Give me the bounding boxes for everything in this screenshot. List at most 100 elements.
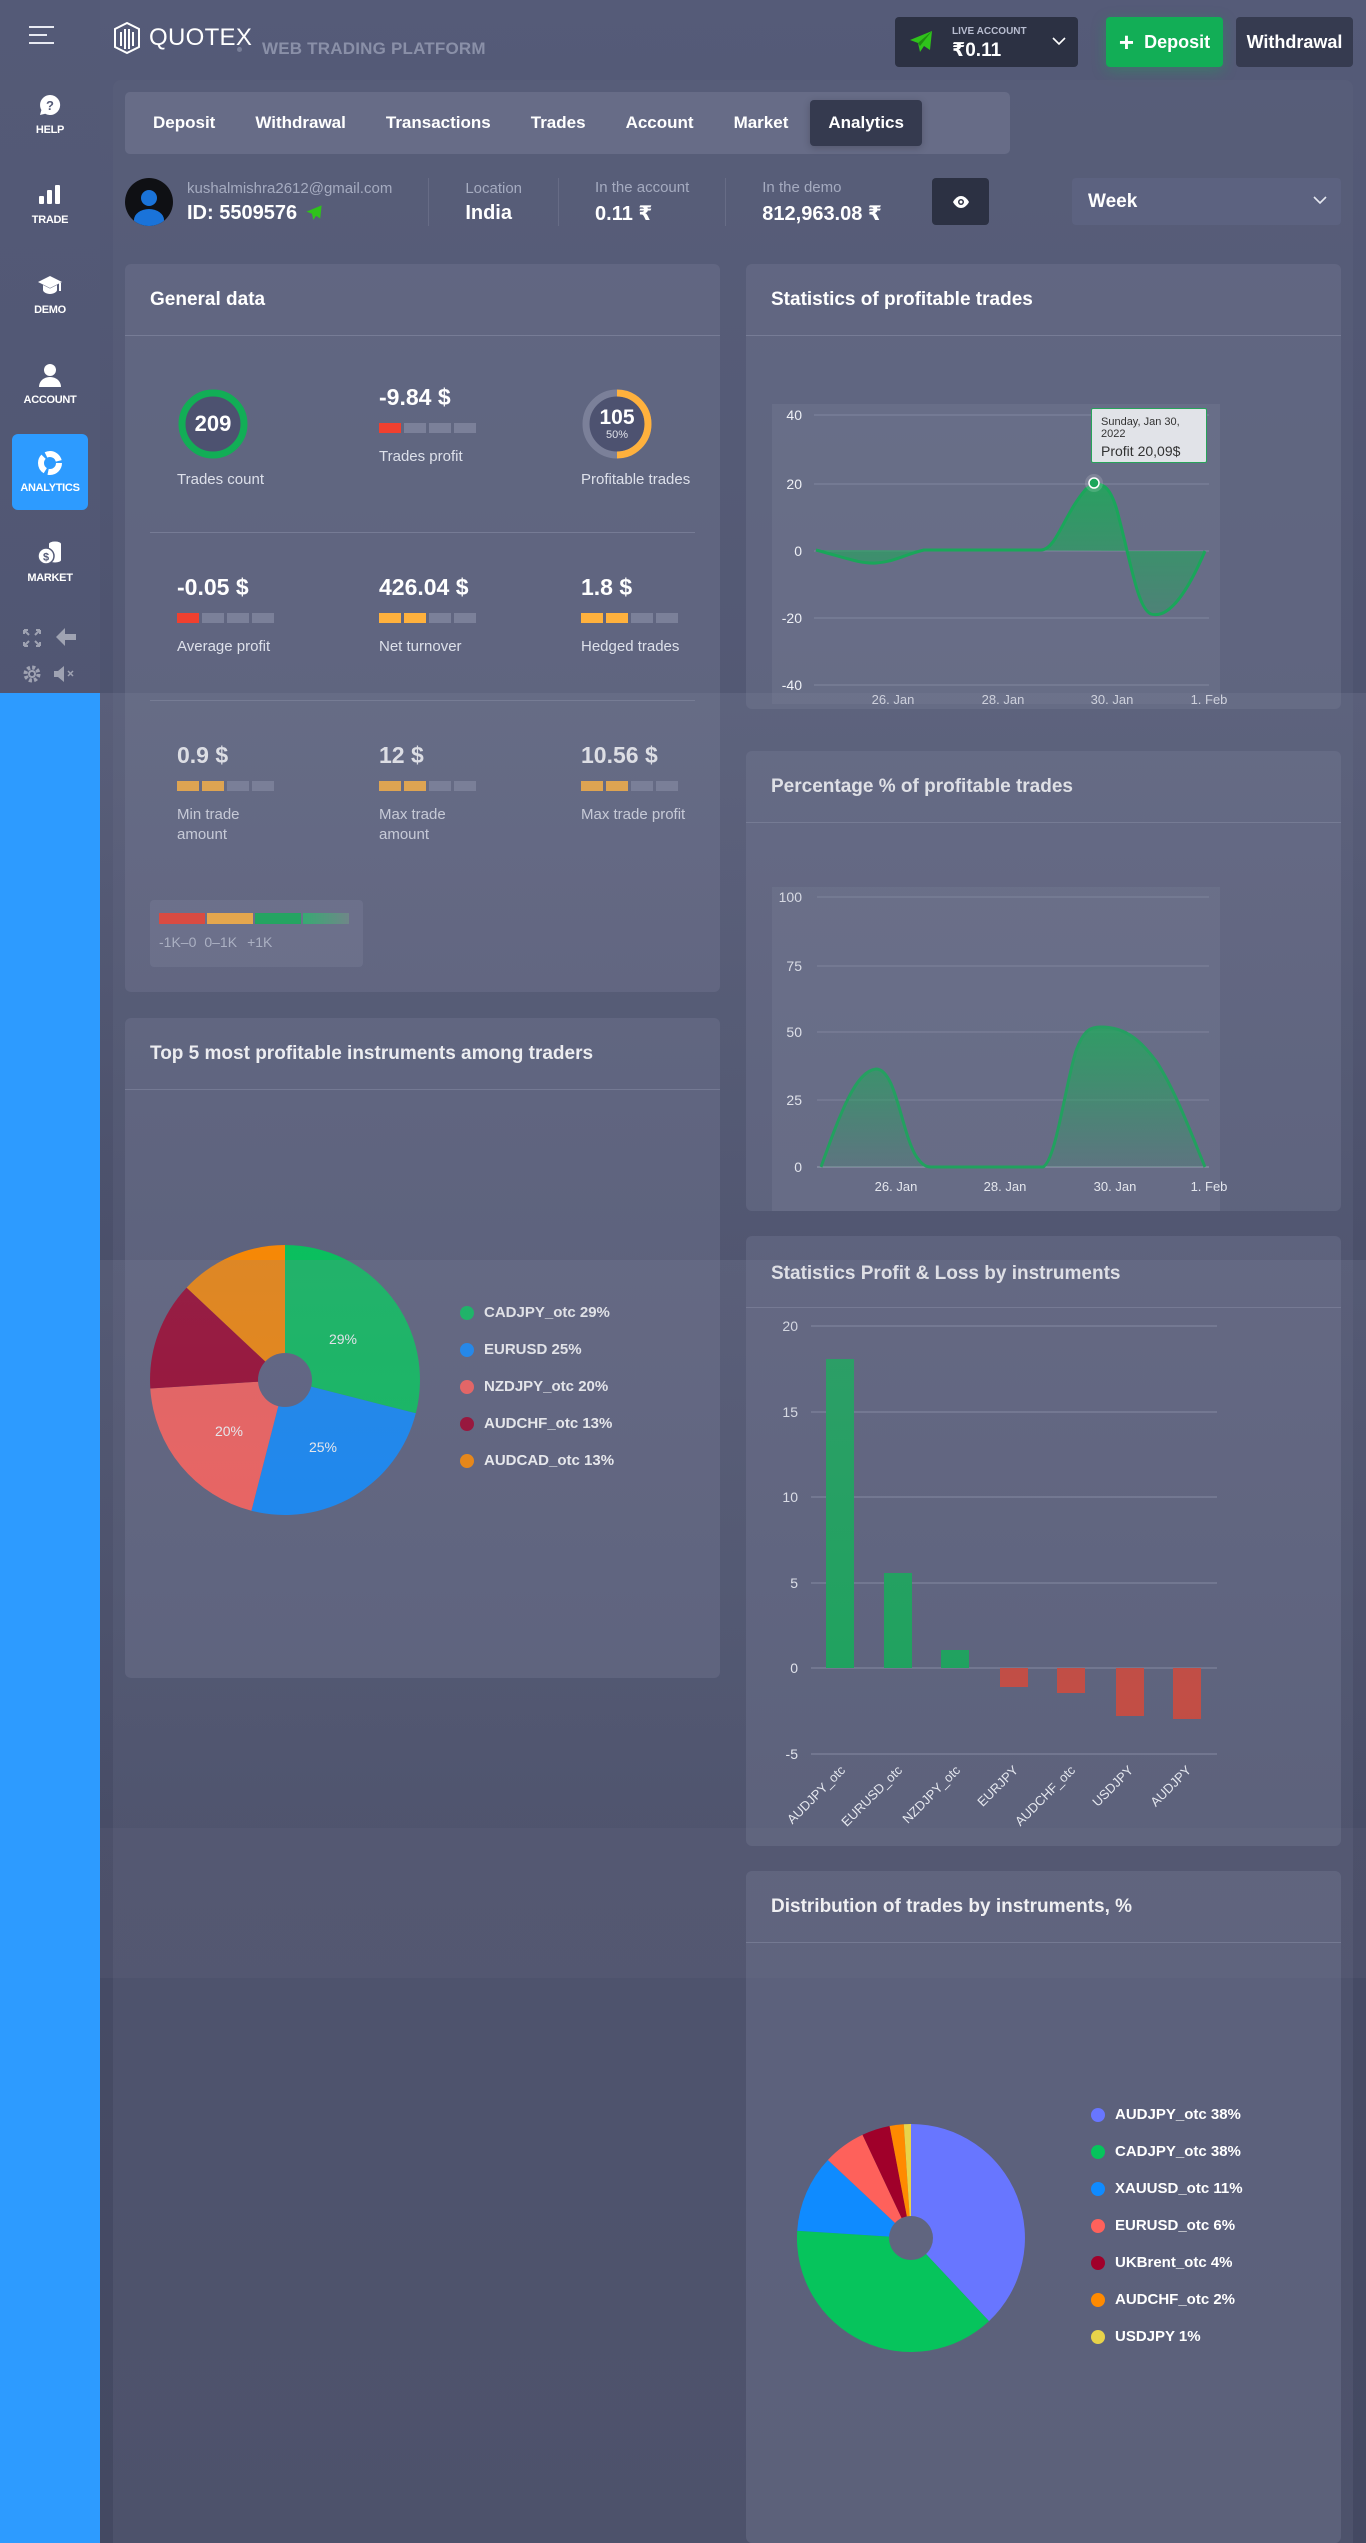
svg-text:$: $ xyxy=(43,552,49,564)
top5-legend: CADJPY_otc 29% EURUSD 25% NZDJPY_otc 20%… xyxy=(460,1294,614,1479)
deposit-label: Deposit xyxy=(1144,31,1211,52)
level-bars xyxy=(379,613,479,623)
tab-withdrawal[interactable]: Withdrawal xyxy=(255,113,346,132)
avatar[interactable] xyxy=(125,178,173,226)
level-bars xyxy=(177,613,277,623)
svg-text:20: 20 xyxy=(782,1318,798,1334)
distribution-pie-chart[interactable] xyxy=(791,2118,1031,2358)
header-deposit-button[interactable]: + Deposit xyxy=(1106,17,1223,67)
svg-text:28. Jan: 28. Jan xyxy=(982,692,1025,707)
sidebar-item-demo[interactable]: DEMO xyxy=(12,256,88,332)
brand-logo[interactable]: QUOTEX xyxy=(113,22,252,54)
donut-chart-icon xyxy=(37,450,63,476)
percent-area-chart[interactable]: 100 75 50 25 0 26. Jan 28. Jan 30. Jan 1… xyxy=(746,751,1341,1211)
sidebar-item-label: MARKET xyxy=(27,572,73,584)
average-profit-label: Average profit xyxy=(177,638,271,655)
tab-market[interactable]: Market xyxy=(733,113,789,132)
svg-text:AUDCHF_otc: AUDCHF_otc xyxy=(1012,1762,1079,1829)
settings-gear-icon[interactable] xyxy=(22,664,42,689)
color-scale-legend: -1K–0 0–1K +1K xyxy=(150,900,363,967)
period-select[interactable]: Week xyxy=(1072,178,1341,225)
account-switcher-button[interactable]: LIVE ACCOUNT ₹0.11 xyxy=(895,17,1078,67)
svg-text:AUDJPY: AUDJPY xyxy=(1147,1762,1194,1809)
max-trade-stat: 12 $ Max trade amount xyxy=(379,742,489,845)
svg-text:26. Jan: 26. Jan xyxy=(872,692,915,707)
legend-item[interactable]: AUDCHF_otc 13% xyxy=(460,1405,614,1442)
tab-trades[interactable]: Trades xyxy=(530,113,586,132)
svg-text:USDJPY: USDJPY xyxy=(1089,1762,1136,1809)
svg-text:EURUSD_otc: EURUSD_otc xyxy=(838,1762,905,1829)
distribution-card: Distribution of trades by instruments, %… xyxy=(746,1871,1341,2543)
legend-item[interactable]: NZDJPY_otc 20% xyxy=(460,1368,614,1405)
profitable-trades-value: 105 xyxy=(599,406,635,429)
fullscreen-icon[interactable] xyxy=(22,628,42,653)
legend-item[interactable]: EURUSD_otc 6% xyxy=(1091,2207,1243,2244)
profitable-trades-ring: 105 50% xyxy=(581,388,653,460)
graduation-cap-icon xyxy=(37,272,63,298)
platform-subtitle: WEB TRADING PLATFORM xyxy=(237,39,486,58)
section-tabs: Deposit Withdrawal Transactions Trades A… xyxy=(125,92,1010,154)
legend-item[interactable]: CADJPY_otc 38% xyxy=(1091,2133,1243,2170)
chart-tooltip: Sunday, Jan 30, 2022 Profit 20,09$ xyxy=(1091,408,1207,463)
help-bubble-icon: ? xyxy=(37,92,63,118)
user-id: ID: 5509576 xyxy=(187,201,298,224)
legend-item[interactable]: EURUSD 25% xyxy=(460,1331,614,1368)
card-title: Statistics of profitable trades xyxy=(746,264,1341,336)
svg-text:?: ? xyxy=(46,98,54,113)
profit-stats-card: Statistics of profitable trades 40 20 0 … xyxy=(746,264,1341,709)
svg-text:1. Feb: 1. Feb xyxy=(1191,692,1228,707)
account-balance: ₹0.11 xyxy=(952,40,1002,61)
legend-item[interactable]: USDJPY 1% xyxy=(1091,2318,1243,2355)
paper-plane-icon xyxy=(306,205,322,220)
legend-item[interactable]: XAUUSD_otc 11% xyxy=(1091,2170,1243,2207)
net-turnover-value: 426.04 $ xyxy=(379,574,469,600)
hamburger-menu-button[interactable] xyxy=(29,26,54,46)
withdrawal-label: Withdrawal xyxy=(1246,31,1343,52)
card-title: General data xyxy=(125,264,720,336)
profit-area-chart[interactable]: 40 20 0 -20 -40 26. Jan 28. Jan 30. Jan … xyxy=(746,264,1341,709)
svg-text:75: 75 xyxy=(786,958,802,974)
tab-account[interactable]: Account xyxy=(625,113,694,132)
level-bars xyxy=(581,781,685,791)
svg-text:29%: 29% xyxy=(329,1331,357,1347)
svg-text:10: 10 xyxy=(782,1489,798,1505)
location-label: Location xyxy=(465,179,523,197)
tab-deposit[interactable]: Deposit xyxy=(153,113,216,132)
back-arrow-icon[interactable] xyxy=(56,628,76,651)
sidebar-item-analytics[interactable]: ANALYTICS xyxy=(12,434,88,510)
legend-item[interactable]: AUDJPY_otc 38% xyxy=(1091,2096,1243,2133)
legend-item[interactable]: CADJPY_otc 29% xyxy=(460,1294,614,1331)
toggle-visibility-button[interactable] xyxy=(932,178,989,225)
sidebar-item-label: DEMO xyxy=(34,304,66,316)
legend-item[interactable]: UKBrent_otc 4% xyxy=(1091,2244,1243,2281)
scale-label: -1K–0 xyxy=(159,934,197,950)
sidebar-item-market[interactable]: $ MARKET xyxy=(12,524,88,600)
trades-count-value: 209 xyxy=(194,411,232,436)
svg-text:5: 5 xyxy=(790,1575,798,1591)
hedged-trades-value: 1.8 $ xyxy=(581,574,633,600)
average-profit-value: -0.05 $ xyxy=(177,574,249,600)
sidebar-item-trade[interactable]: TRADE xyxy=(12,166,88,242)
demo-balance-label: In the demo xyxy=(762,178,842,196)
tab-transactions[interactable]: Transactions xyxy=(385,113,491,132)
sound-muted-icon[interactable] xyxy=(54,665,76,688)
legend-item[interactable]: AUDCHF_otc 2% xyxy=(1091,2281,1243,2318)
card-title: Percentage % of profitable trades xyxy=(746,751,1341,823)
header-withdrawal-button[interactable]: Withdrawal xyxy=(1236,17,1353,67)
svg-text:0: 0 xyxy=(790,1660,798,1676)
sidebar-fill xyxy=(0,693,100,2543)
svg-text:-5: -5 xyxy=(786,1746,799,1762)
sidebar-item-account[interactable]: ACCOUNT xyxy=(12,346,88,422)
pnl-bar-chart[interactable]: 20 15 10 5 0 -5 AUDJPY_otc EURUSD_otc NZ… xyxy=(746,1236,1341,1846)
top5-pie-chart[interactable]: 29% 25% 20% xyxy=(145,1240,425,1520)
max-trade-profit-label: Max trade profit xyxy=(581,806,686,823)
min-trade-stat: 0.9 $ Min trade amount xyxy=(177,742,287,845)
user-icon xyxy=(37,362,63,388)
average-profit-stat: -0.05 $ Average profit xyxy=(177,574,277,657)
tab-analytics[interactable]: Analytics xyxy=(810,100,922,146)
profitable-trades-percent: 50% xyxy=(605,429,629,441)
svg-text:EURJPY: EURJPY xyxy=(974,1762,1021,1809)
legend-item[interactable]: AUDCAD_otc 13% xyxy=(460,1442,614,1479)
sidebar-item-help[interactable]: ? HELP xyxy=(12,76,88,152)
level-bars xyxy=(581,613,681,623)
